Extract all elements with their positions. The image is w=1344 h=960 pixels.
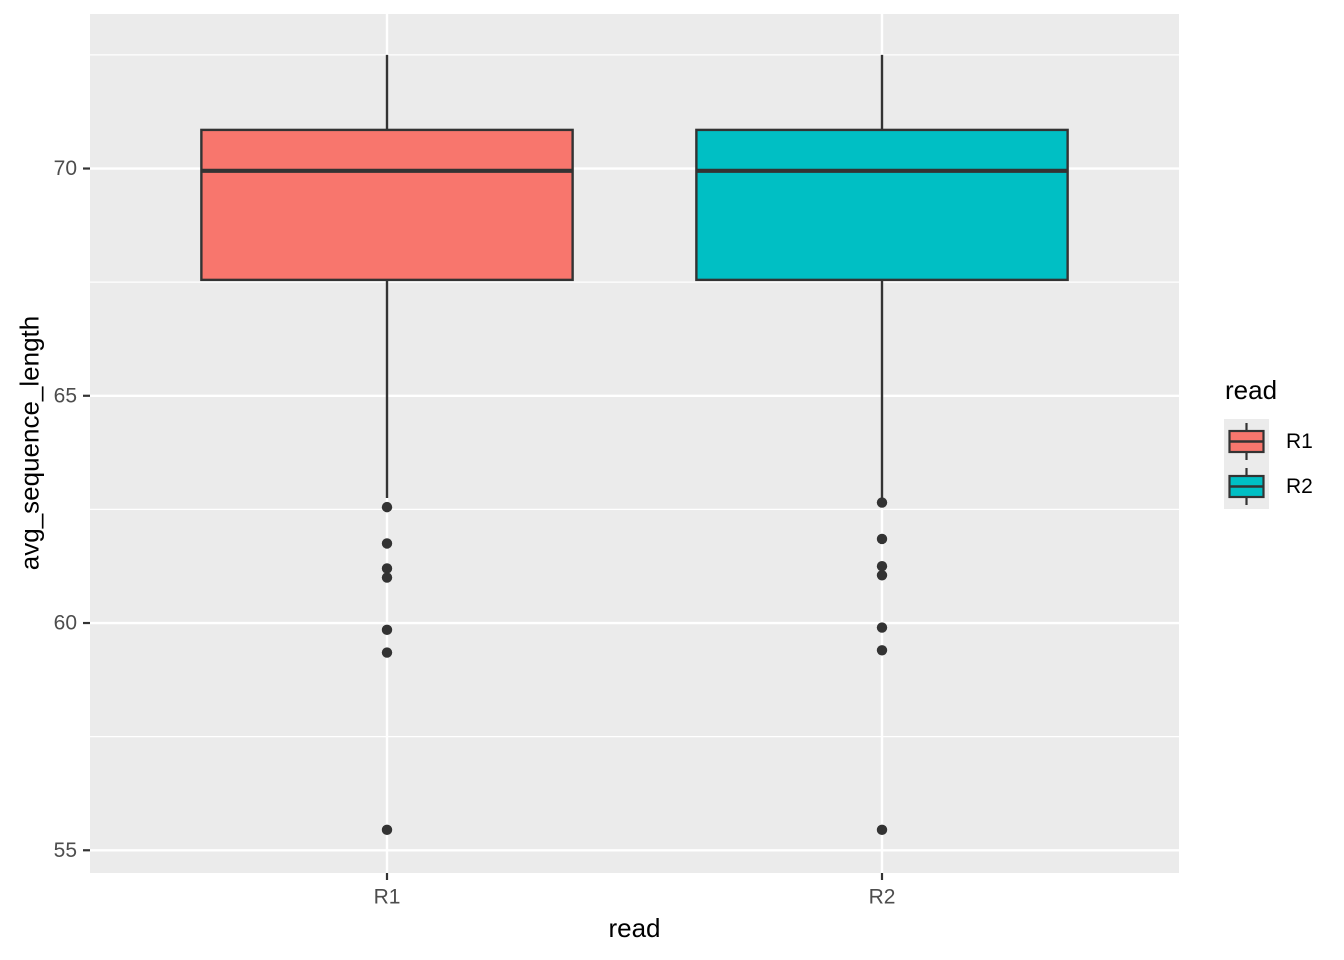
outlier-point-R1 — [381, 563, 393, 574]
legend-boxplot-swatch — [1224, 464, 1269, 509]
box-R2 — [695, 128, 1069, 282]
legend: read R1 R2 — [1224, 375, 1313, 509]
outlier-point-R2 — [876, 622, 888, 633]
legend-key-R1: R1 — [1224, 419, 1313, 464]
outlier-point-R2 — [876, 570, 888, 581]
legend-title: read — [1225, 375, 1278, 405]
y-tick-label: 70 — [54, 157, 77, 180]
outlier-point-R2 — [876, 824, 888, 836]
outlier-point-R1 — [381, 501, 393, 513]
outlier-point-R1 — [381, 572, 393, 583]
outlier-point-R1 — [381, 647, 393, 658]
y-axis-title: avg_sequence_length — [14, 315, 45, 571]
outlier-point-R1 — [381, 538, 393, 549]
outlier-point-R1 — [381, 624, 393, 636]
outlier-point-R2 — [876, 561, 888, 572]
legend-key-R2: R2 — [1224, 464, 1313, 509]
x-axis-title: read — [608, 913, 661, 943]
outlier-point-R2 — [876, 533, 888, 545]
y-tick-label: 65 — [54, 384, 77, 407]
y-tick-label: 55 — [54, 839, 77, 862]
x-tick-label: R2 — [869, 886, 896, 909]
legend-keys: R1 R2 — [1224, 419, 1313, 509]
outlier-point-R2 — [876, 497, 888, 508]
x-tick-label: R1 — [374, 886, 401, 909]
legend-boxplot-swatch — [1224, 419, 1269, 464]
outlier-point-R1 — [381, 824, 393, 836]
outlier-point-R2 — [876, 645, 888, 656]
legend-label: R2 — [1286, 474, 1313, 498]
y-tick-label: 60 — [54, 612, 77, 635]
legend-label: R1 — [1286, 429, 1313, 453]
box-R1 — [200, 128, 574, 282]
